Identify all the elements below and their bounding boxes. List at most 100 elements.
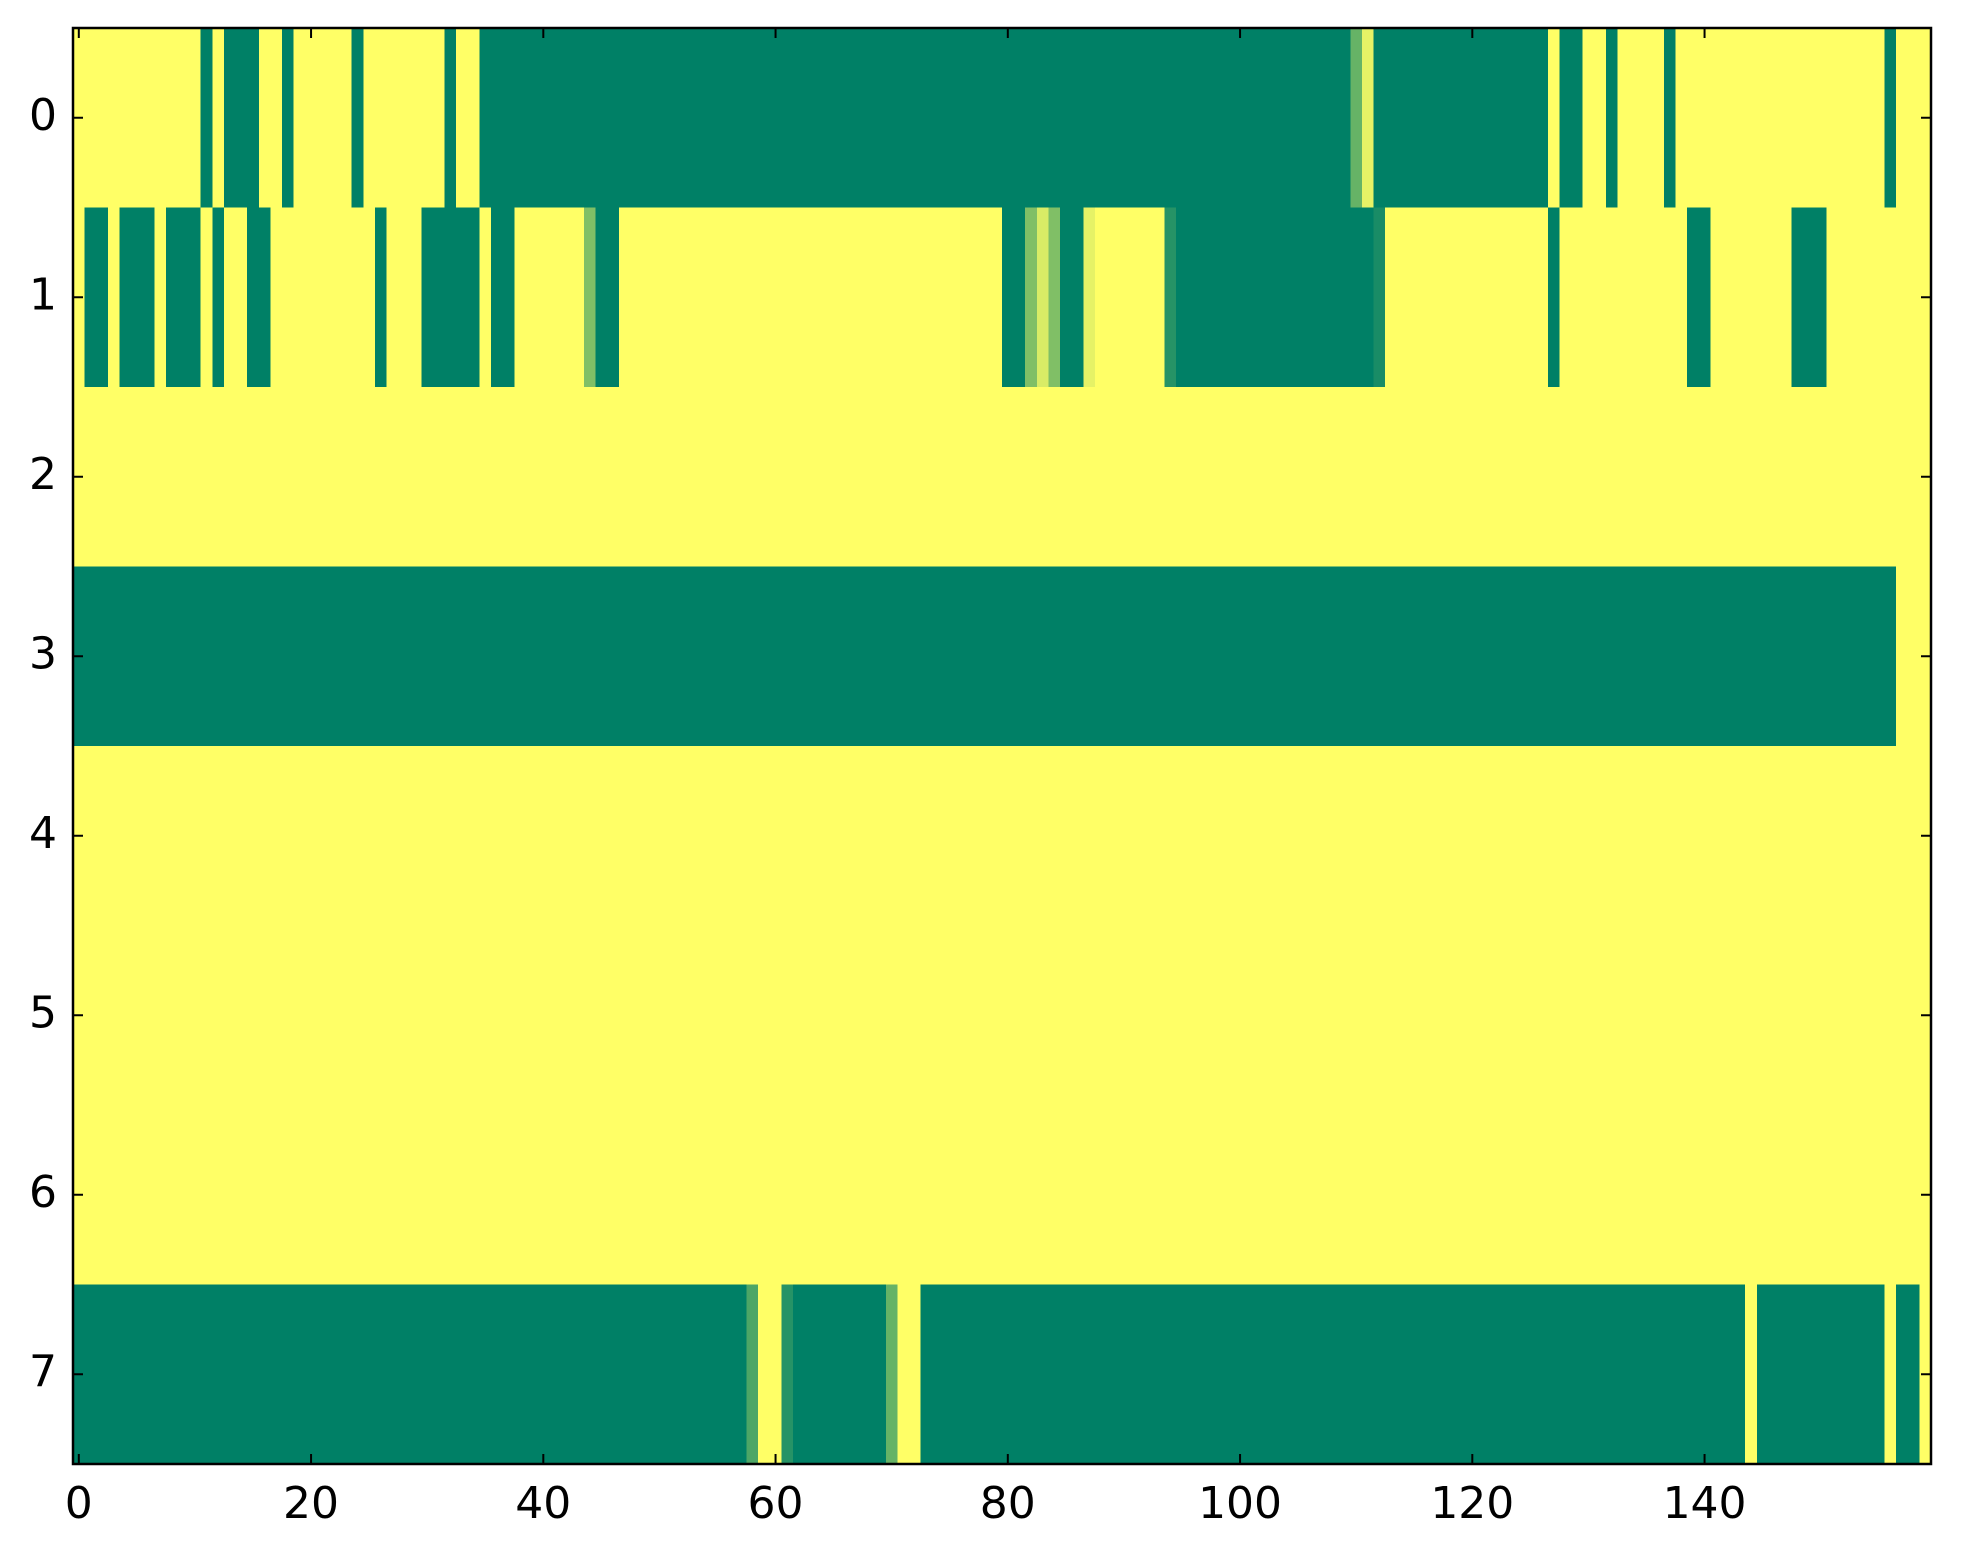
heatmap-cell bbox=[1675, 207, 1688, 388]
heatmap-cell bbox=[1269, 1284, 1282, 1464]
heatmap-cell bbox=[537, 566, 550, 747]
heatmap-cell bbox=[479, 925, 492, 1106]
heatmap-cell bbox=[386, 207, 399, 388]
heatmap-cell bbox=[316, 28, 330, 209]
heatmap-cell bbox=[827, 925, 841, 1106]
heatmap-cell bbox=[1164, 746, 1177, 927]
heatmap-cell bbox=[1826, 207, 1839, 388]
heatmap-cell bbox=[84, 746, 97, 927]
heatmap-cell bbox=[235, 1105, 248, 1286]
heatmap-cell bbox=[235, 207, 248, 388]
heatmap-cell bbox=[1698, 746, 1711, 927]
heatmap-cell bbox=[421, 925, 434, 1106]
heatmap-cell bbox=[351, 387, 364, 568]
heatmap-cell bbox=[1501, 207, 1514, 388]
heatmap-cell bbox=[107, 28, 121, 209]
heatmap-cell bbox=[1559, 925, 1572, 1106]
heatmap-cell bbox=[897, 746, 910, 927]
heatmap-cell bbox=[177, 925, 190, 1106]
heatmap-cell bbox=[560, 387, 573, 568]
heatmap-cell bbox=[1385, 1105, 1398, 1286]
heatmap-cell bbox=[549, 28, 562, 209]
heatmap-cell bbox=[84, 566, 97, 747]
heatmap-cell bbox=[1013, 1284, 1026, 1464]
x-tick-label: 0 bbox=[65, 1478, 93, 1529]
heatmap-cell bbox=[1675, 1284, 1688, 1464]
heatmap-cell bbox=[1721, 207, 1735, 388]
heatmap-cell bbox=[1687, 207, 1700, 388]
heatmap-cell bbox=[653, 1284, 666, 1464]
heatmap-cell bbox=[885, 566, 899, 747]
heatmap-cell bbox=[1780, 925, 1793, 1106]
heatmap-cell bbox=[1547, 1284, 1560, 1464]
heatmap-cell bbox=[1721, 28, 1735, 209]
heatmap-cell bbox=[131, 28, 144, 209]
heatmap-cell bbox=[1245, 566, 1259, 747]
heatmap-cell bbox=[1234, 207, 1247, 388]
heatmap-cell bbox=[920, 746, 933, 927]
heatmap-cell bbox=[1675, 746, 1688, 927]
heatmap-cell bbox=[1536, 28, 1549, 209]
heatmap-cell bbox=[432, 566, 446, 747]
heatmap-cell bbox=[432, 746, 446, 927]
heatmap-cell bbox=[851, 925, 864, 1106]
heatmap-cell bbox=[1594, 1105, 1607, 1286]
heatmap-cell bbox=[1106, 1284, 1119, 1464]
heatmap-cell bbox=[1002, 207, 1015, 388]
heatmap-cell bbox=[978, 1284, 991, 1464]
heatmap-cell bbox=[700, 387, 713, 568]
heatmap-cell bbox=[282, 746, 295, 927]
heatmap-cell bbox=[978, 566, 991, 747]
heatmap-cell bbox=[258, 387, 272, 568]
heatmap-cell bbox=[1396, 566, 1410, 747]
heatmap-cell bbox=[189, 566, 202, 747]
heatmap-cell bbox=[816, 925, 829, 1106]
axes-frame bbox=[71, 26, 1933, 1466]
heatmap-cell bbox=[1257, 925, 1270, 1106]
heatmap-cell bbox=[642, 925, 655, 1106]
heatmap-cell bbox=[154, 566, 167, 747]
heatmap-cell bbox=[1489, 1105, 1502, 1286]
heatmap-cell bbox=[514, 746, 527, 927]
heatmap-cell bbox=[1501, 1105, 1514, 1286]
heatmap-cell bbox=[514, 925, 527, 1106]
heatmap-cell bbox=[920, 207, 933, 388]
heatmap-cell bbox=[909, 746, 922, 927]
heatmap-cell bbox=[1849, 207, 1862, 388]
heatmap-cell bbox=[1803, 387, 1816, 568]
heatmap-cell bbox=[421, 28, 434, 209]
heatmap-cell bbox=[1373, 746, 1386, 927]
heatmap-cell bbox=[1443, 207, 1456, 388]
heatmap-cell bbox=[1675, 28, 1688, 209]
heatmap-cell bbox=[1466, 1284, 1479, 1464]
heatmap-cell bbox=[630, 1284, 643, 1464]
heatmap-cell bbox=[1257, 28, 1270, 209]
heatmap-cell bbox=[1083, 1105, 1096, 1286]
heatmap-cell bbox=[1303, 387, 1317, 568]
heatmap-cell bbox=[1733, 566, 1746, 747]
y-tick-label: 0 bbox=[29, 90, 57, 141]
heatmap-cell bbox=[1361, 1284, 1375, 1464]
heatmap-cell bbox=[1687, 1284, 1700, 1464]
heatmap-cell bbox=[270, 1284, 283, 1464]
heatmap-cell bbox=[537, 1284, 550, 1464]
heatmap-cell bbox=[200, 1284, 213, 1464]
heatmap-cell bbox=[1211, 1105, 1224, 1286]
heatmap-cell bbox=[1292, 925, 1305, 1106]
heatmap-cell bbox=[1141, 1284, 1154, 1464]
heatmap-cell bbox=[1280, 746, 1293, 927]
heatmap-cell bbox=[1234, 566, 1247, 747]
heatmap-cell bbox=[630, 746, 643, 927]
heatmap-cell bbox=[1094, 925, 1108, 1106]
heatmap-cell bbox=[456, 746, 469, 927]
heatmap-cell bbox=[1431, 566, 1444, 747]
heatmap-cell bbox=[1152, 1105, 1166, 1286]
heatmap-cell bbox=[1280, 387, 1293, 568]
heatmap-cell bbox=[1582, 28, 1595, 209]
heatmap-cell bbox=[1199, 925, 1212, 1106]
heatmap-cell bbox=[630, 387, 643, 568]
heatmap-cell bbox=[444, 1105, 457, 1286]
heatmap-cell bbox=[107, 1105, 121, 1286]
heatmap-cell bbox=[1094, 207, 1108, 388]
